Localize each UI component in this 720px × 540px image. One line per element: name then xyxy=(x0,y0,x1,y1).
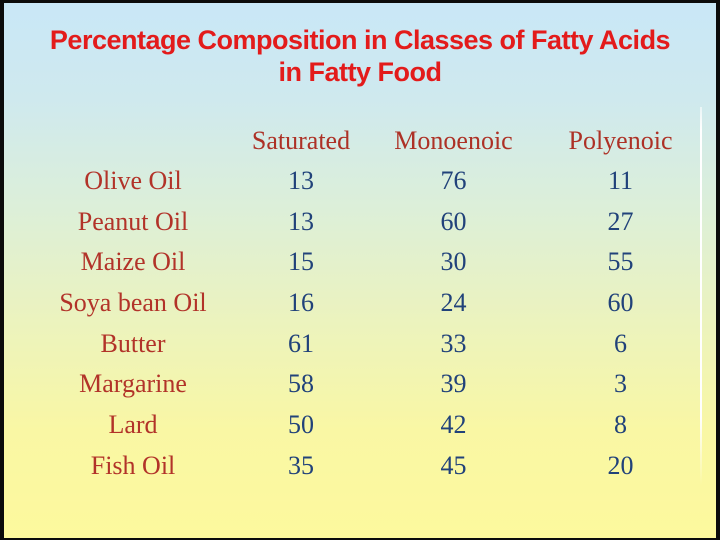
cell-polyenoic: 8 xyxy=(614,410,627,440)
cell-saturated: 13 xyxy=(288,166,314,195)
fatty-acid-table: Saturated Monoenoic Polyenoic Olive Oil … xyxy=(25,121,695,487)
column-header-saturated: Saturated xyxy=(251,126,351,155)
cell-polyenoic: 20 xyxy=(607,450,634,480)
cell-monoenoic: 42 xyxy=(440,410,467,440)
row-label: Peanut Oil xyxy=(77,206,189,236)
cell-monoenoic: 76 xyxy=(440,166,467,195)
cell-saturated: 15 xyxy=(288,247,314,277)
cell-polyenoic: 55 xyxy=(607,247,634,277)
cell-saturated: 58 xyxy=(288,369,314,399)
cell-polyenoic: 3 xyxy=(614,369,627,399)
cell-monoenoic: 33 xyxy=(440,328,467,358)
cell-saturated: 13 xyxy=(288,206,314,236)
row-label: Olive Oil xyxy=(84,166,182,195)
row-label: Lard xyxy=(108,410,158,440)
column-header-monoenoic: Monoenoic xyxy=(394,126,513,155)
row-label: Fish Oil xyxy=(90,450,176,480)
cell-monoenoic: 45 xyxy=(440,450,467,480)
row-label: Butter xyxy=(100,328,166,358)
slide-title-line-1: Percentage Composition in Classes of Fat… xyxy=(49,25,671,55)
row-label: Margarine xyxy=(79,369,187,399)
slide-title-line-2: in Fatty Food xyxy=(278,57,442,87)
cell-saturated: 35 xyxy=(288,450,314,480)
cell-monoenoic: 24 xyxy=(440,288,467,318)
cell-monoenoic: 60 xyxy=(440,206,467,236)
cell-saturated: 16 xyxy=(288,288,314,318)
column-header-corner xyxy=(25,121,241,161)
column-header-polyenoic: Polyenoic xyxy=(568,126,673,155)
cell-polyenoic: 27 xyxy=(607,206,634,236)
row-label: Maize Oil xyxy=(80,247,186,277)
slide-title: Percentage Composition in Classes of Fat… xyxy=(4,24,716,88)
cell-monoenoic: 30 xyxy=(440,247,467,277)
cell-polyenoic: 11 xyxy=(607,166,634,195)
cell-saturated: 50 xyxy=(288,410,314,440)
cell-polyenoic: 6 xyxy=(614,328,627,358)
table-right-rule xyxy=(700,107,702,485)
row-label: Soya bean Oil xyxy=(59,288,207,318)
cell-polyenoic: 60 xyxy=(607,288,634,318)
cell-saturated: 61 xyxy=(288,328,314,358)
cell-monoenoic: 39 xyxy=(440,369,467,399)
